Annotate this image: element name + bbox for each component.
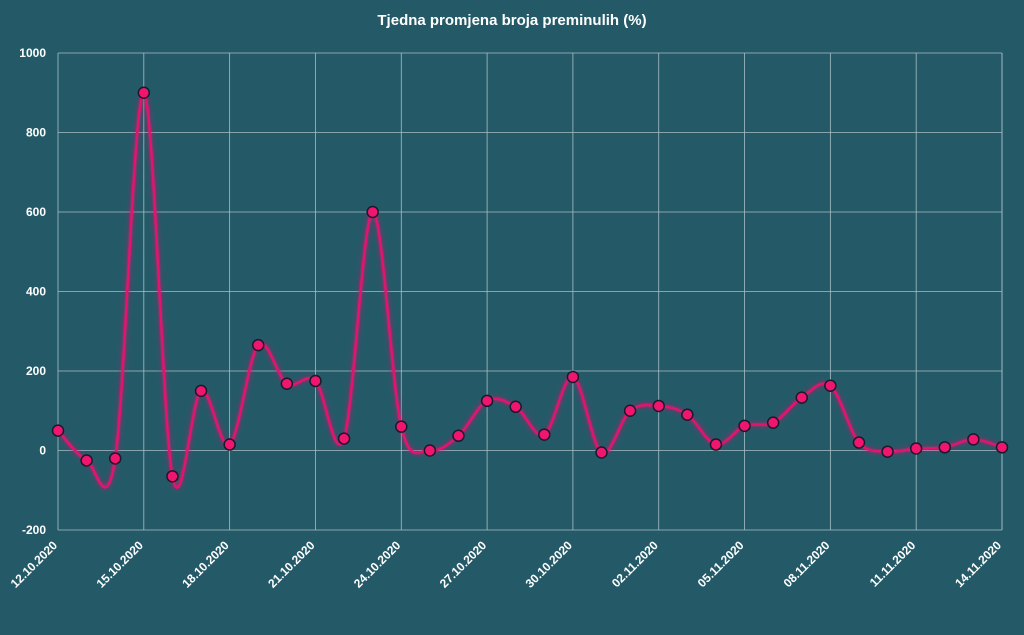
- y-axis-ticks: -200 0 200 400 600 800 1000: [19, 46, 46, 537]
- data-point: [166, 470, 179, 483]
- data-point: [108, 452, 122, 465]
- data-point: [881, 445, 894, 458]
- data-point: [995, 441, 1009, 454]
- data-points: [51, 86, 1009, 483]
- x-tick-label: 08.11.2020: [781, 538, 833, 590]
- data-point: [709, 438, 723, 451]
- data-point: [824, 379, 837, 392]
- data-point: [309, 374, 322, 388]
- x-tick-label: 15.10.2020: [94, 538, 147, 591]
- x-axis-ticks: 12.10.2020 15.10.2020 18.10.2020 21.10.2020…: [8, 538, 1005, 591]
- data-point: [280, 377, 294, 390]
- data-point: [738, 419, 751, 433]
- x-tick-label: 05.11.2020: [695, 538, 747, 590]
- data-point: [137, 86, 151, 99]
- data-point: [538, 428, 551, 441]
- series-line: [57, 91, 1003, 489]
- data-point: [423, 444, 437, 457]
- y-tick-label: 1000: [19, 46, 46, 60]
- x-tick-label: 24.10.2020: [351, 538, 404, 591]
- data-point: [795, 391, 809, 404]
- data-point: [566, 370, 580, 384]
- data-point: [251, 338, 265, 352]
- data-point: [337, 432, 351, 445]
- x-tick-label: 21.10.2020: [265, 538, 318, 591]
- x-tick-label: 02.11.2020: [609, 538, 661, 590]
- data-point: [652, 399, 665, 413]
- x-tick-label: 18.10.2020: [179, 538, 232, 591]
- data-point: [509, 400, 522, 414]
- data-point: [623, 404, 637, 417]
- data-point: [852, 436, 866, 449]
- data-point: [366, 205, 379, 219]
- data-point: [595, 446, 608, 459]
- chart-title: Tjedna promjena broja preminulih (%): [377, 12, 647, 29]
- x-tick-label: 27.10.2020: [437, 538, 490, 591]
- data-point: [967, 433, 980, 446]
- data-point: [452, 429, 465, 443]
- data-point: [480, 394, 494, 408]
- data-point: [766, 416, 780, 429]
- data-point: [223, 438, 236, 451]
- y-tick-label: -200: [22, 523, 46, 537]
- y-tick-label: 600: [26, 205, 46, 219]
- x-tick-label: 30.10.2020: [523, 538, 576, 591]
- y-tick-label: 200: [26, 364, 46, 378]
- data-point: [938, 441, 952, 454]
- grid: [57, 52, 1003, 531]
- y-tick-label: 0: [39, 444, 46, 458]
- x-tick-label: 14.11.2020: [952, 538, 1004, 590]
- x-tick-label: 11.11.2020: [867, 538, 919, 590]
- data-point: [395, 420, 408, 433]
- data-point: [681, 408, 694, 421]
- data-point: [909, 442, 923, 455]
- data-point: [80, 454, 93, 467]
- y-tick-label: 400: [26, 285, 46, 299]
- x-tick-label: 12.10.2020: [8, 538, 61, 591]
- data-point: [51, 424, 65, 437]
- y-tick-label: 800: [26, 126, 46, 140]
- series-line-group: [57, 91, 1003, 489]
- data-point: [194, 384, 208, 398]
